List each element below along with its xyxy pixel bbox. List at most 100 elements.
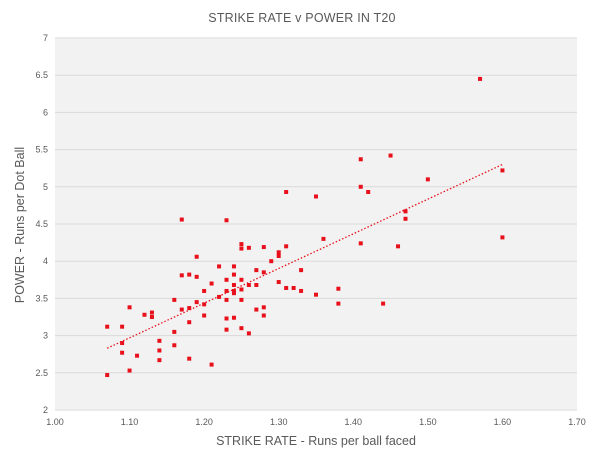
data-point [179, 273, 184, 278]
y-tick-label: 5.5 [35, 145, 48, 155]
data-point [358, 241, 363, 246]
data-point [261, 313, 266, 318]
data-point [388, 153, 393, 158]
data-point [127, 368, 132, 373]
data-points [105, 76, 505, 378]
data-point [194, 274, 199, 279]
data-point [224, 327, 229, 332]
x-tick-label: 1.30 [270, 417, 288, 427]
data-point [276, 253, 281, 258]
y-tick-label: 4 [43, 256, 48, 266]
data-point [120, 324, 125, 329]
data-point [105, 324, 110, 329]
data-point [224, 316, 229, 321]
data-point [157, 338, 162, 343]
data-point [239, 297, 244, 302]
data-point [224, 277, 229, 282]
data-point [231, 315, 236, 320]
data-point [254, 283, 259, 288]
data-point [239, 242, 244, 247]
data-point [172, 297, 177, 302]
data-point [179, 307, 184, 312]
data-point [217, 264, 222, 269]
data-point [425, 177, 430, 182]
y-tick-label: 3 [43, 331, 48, 341]
y-tick-label: 6 [43, 107, 48, 117]
data-point [120, 341, 125, 346]
x-tick-label: 1.40 [345, 417, 363, 427]
data-point [403, 209, 408, 214]
data-point [261, 305, 266, 310]
data-point [478, 76, 483, 81]
data-point [336, 301, 341, 306]
chart-title: STRIKE RATE v POWER IN T20 [208, 11, 395, 25]
data-point [284, 285, 289, 290]
x-tick-label: 1.10 [121, 417, 139, 427]
data-point [202, 302, 207, 307]
data-point [142, 312, 147, 317]
data-point [239, 287, 244, 292]
data-point [231, 291, 236, 296]
data-point [358, 157, 363, 162]
data-point [276, 280, 281, 285]
data-point [261, 270, 266, 275]
data-point [231, 264, 236, 269]
y-axis-ticks: 2 2.5 3 3.5 4 4.5 5 5.5 6 6.5 7 [35, 33, 48, 415]
data-point [202, 313, 207, 318]
data-point [157, 348, 162, 353]
y-tick-label: 2 [43, 405, 48, 415]
data-point [403, 216, 408, 221]
y-axis-title: POWER - Runs per Dot Ball [13, 147, 27, 303]
data-point [172, 343, 177, 348]
data-point [224, 288, 229, 293]
data-point [321, 236, 326, 241]
data-point [194, 254, 199, 259]
data-point [224, 218, 229, 223]
data-point [202, 288, 207, 293]
data-point [187, 356, 192, 361]
y-tick-label: 3.5 [35, 293, 48, 303]
data-point [217, 294, 222, 299]
data-point [149, 310, 154, 315]
data-point [314, 292, 318, 297]
data-point [194, 300, 199, 305]
trendline [106, 163, 503, 349]
data-point [135, 353, 140, 358]
gridlines [55, 37, 577, 411]
data-point [187, 320, 192, 325]
data-point [231, 283, 236, 288]
data-point [254, 307, 259, 312]
data-point [187, 306, 192, 311]
y-tick-label: 2.5 [35, 368, 48, 378]
data-point [239, 277, 244, 282]
data-point [299, 288, 304, 293]
data-point [254, 268, 259, 273]
data-point [105, 373, 110, 378]
x-tick-label: 1.50 [419, 417, 437, 427]
data-point [246, 331, 251, 336]
data-point [239, 326, 244, 331]
data-point [284, 244, 289, 249]
data-point [500, 235, 505, 240]
x-axis-title: STRIKE RATE - Runs per ball faced [216, 434, 416, 448]
data-point [187, 272, 192, 277]
data-point [366, 190, 371, 195]
data-point [209, 362, 214, 367]
x-tick-label: 1.00 [46, 417, 64, 427]
y-tick-label: 5 [43, 182, 48, 192]
data-point [246, 283, 251, 288]
x-axis-ticks: 1.00 1.10 1.20 1.30 1.40 1.50 1.60 1.70 [46, 417, 586, 427]
data-point [299, 268, 304, 273]
data-point [314, 194, 318, 199]
x-tick-label: 1.70 [568, 417, 586, 427]
data-point [127, 305, 132, 310]
data-point [120, 350, 125, 355]
data-point [172, 329, 177, 334]
x-tick-label: 1.20 [195, 417, 213, 427]
data-point [179, 217, 184, 222]
data-point [358, 184, 363, 189]
x-tick-label: 1.60 [494, 417, 512, 427]
data-point [231, 272, 236, 277]
data-point [209, 281, 214, 286]
